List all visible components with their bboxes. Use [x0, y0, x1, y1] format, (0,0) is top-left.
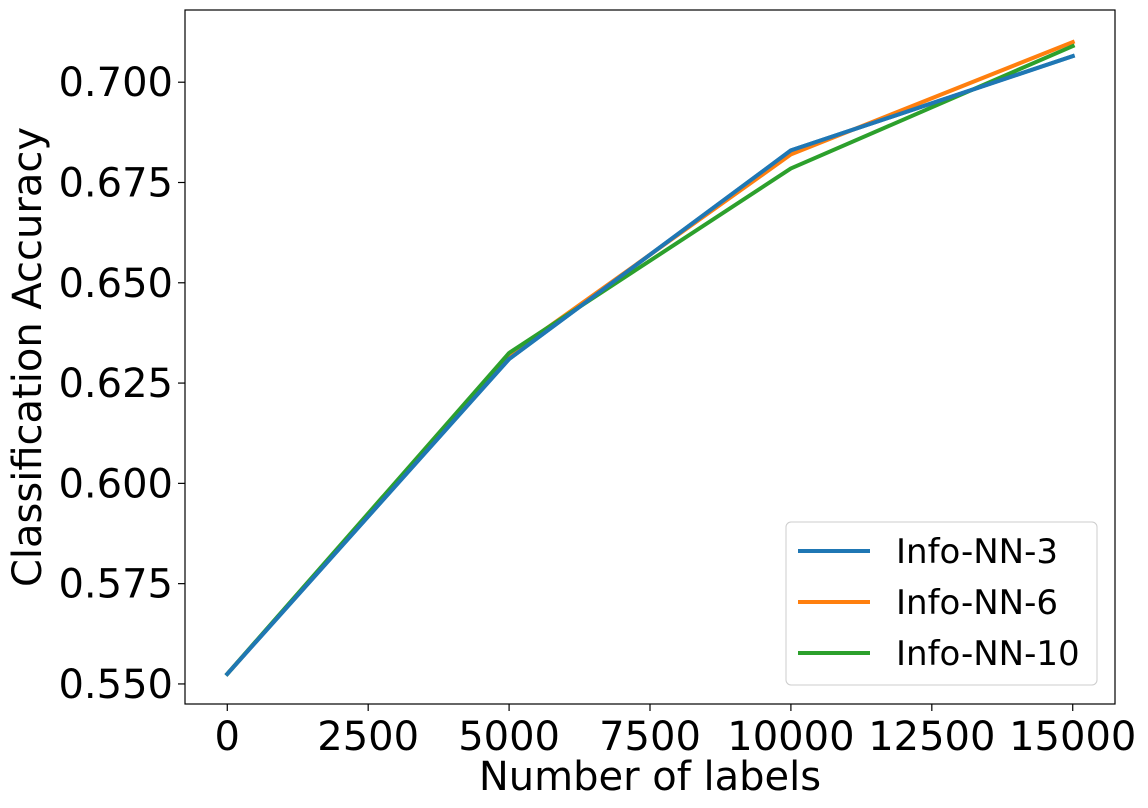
legend-label: Info-NN-3	[896, 532, 1058, 572]
x-tick-label: 15000	[1009, 714, 1136, 760]
legend-label: Info-NN-6	[896, 583, 1058, 623]
legend: Info-NN-3 Info-NN-6 Info-NN-10	[785, 521, 1098, 686]
y-tick-label: 0.550	[58, 662, 173, 708]
series-layer	[224, 39, 1076, 677]
x-axis-label: Number of labels	[479, 754, 821, 800]
x-axis: 0 2500 5000 7500 10000 12500 15000	[215, 704, 1136, 760]
x-tick-label: 2500	[317, 714, 419, 760]
y-tick-label: 0.575	[58, 562, 173, 608]
y-axis-label: Classification Accuracy	[5, 127, 51, 587]
series-line-info-nn-10	[224, 43, 1076, 677]
y-tick-label: 0.700	[58, 60, 173, 106]
y-axis: 0.550 0.575 0.600 0.625 0.650 0.675 0.700	[58, 60, 185, 708]
series-line-top-info-nn-3	[224, 53, 1076, 677]
x-tick-label: 12500	[868, 714, 995, 760]
legend-box	[785, 521, 1098, 686]
y-tick-label: 0.625	[58, 361, 173, 407]
y-tick-label: 0.600	[58, 461, 173, 507]
x-tick-label: 5000	[458, 714, 560, 760]
x-tick-label: 10000	[727, 714, 854, 760]
legend-label: Info-NN-10	[896, 634, 1080, 674]
y-tick-label: 0.650	[58, 261, 173, 307]
x-tick-label: 0	[215, 714, 240, 760]
x-tick-label: 7500	[599, 714, 701, 760]
y-tick-label: 0.675	[58, 160, 173, 206]
